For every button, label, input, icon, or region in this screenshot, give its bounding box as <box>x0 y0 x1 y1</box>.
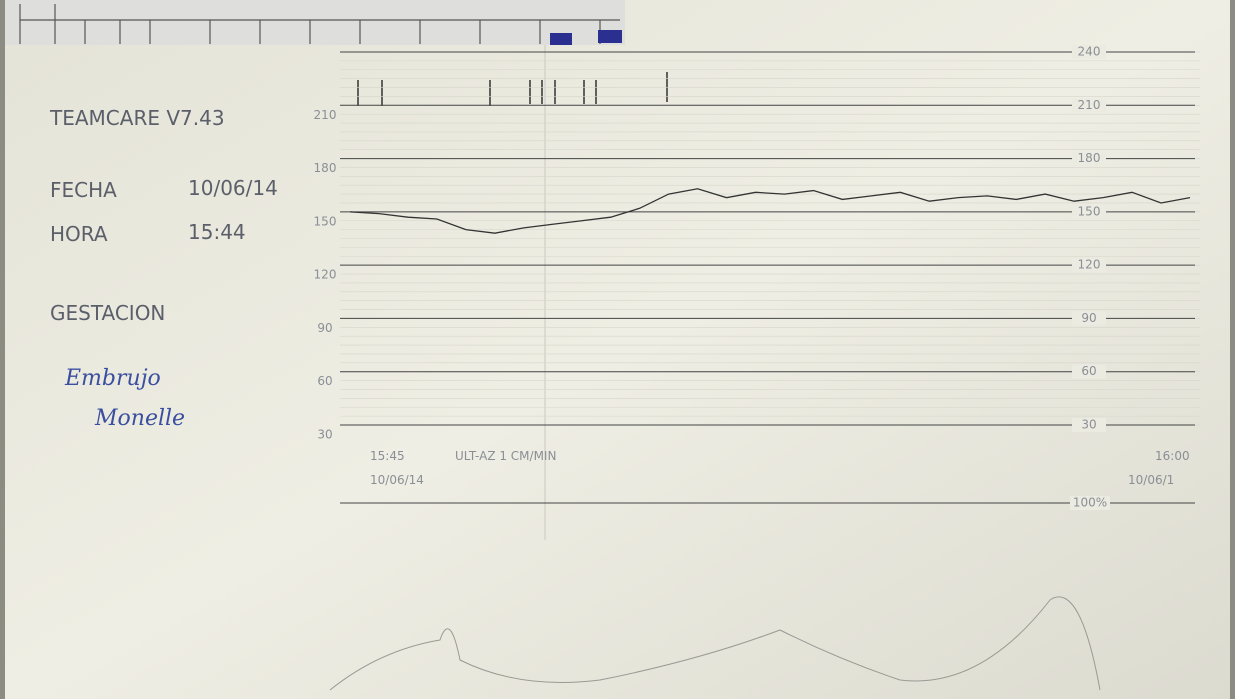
scale-label: 120 <box>314 268 337 282</box>
scale-label: 180 <box>1078 151 1101 165</box>
device: TEAMCARE V7.43 <box>49 106 225 130</box>
start-date: 10/06/14 <box>370 473 424 487</box>
field-value: 10/06/14 <box>188 176 278 200</box>
field-label: HORA <box>50 222 108 246</box>
field-label: FECHA <box>50 178 117 202</box>
marker <box>550 33 572 45</box>
scale-label: 180 <box>314 161 337 175</box>
page: {"header": {"device": "TEAMCARE V7.43"},… <box>0 0 1235 699</box>
scale-label: 240 <box>1078 45 1101 59</box>
scale-label: 60 <box>317 374 332 388</box>
end-date: 10/06/1 <box>1128 473 1174 487</box>
start-time: 15:45 <box>370 449 405 463</box>
scale-label: 90 <box>1081 311 1096 325</box>
scale-label: 90 <box>317 321 332 335</box>
scale-label: 30 <box>1081 418 1096 432</box>
scale-label: 210 <box>1078 98 1101 112</box>
handwriting: Monelle <box>94 406 185 431</box>
handwriting: Embrujo <box>64 366 161 391</box>
scale-label: 210 <box>314 108 337 122</box>
photo: 240 210 180 150 120 90 60 30 210 180 150 120 90 60 30 1… <box>0 0 1235 699</box>
scale-label: 120 <box>1078 258 1101 272</box>
top-strip <box>5 0 625 45</box>
field-value: 15:44 <box>188 220 246 244</box>
scale-label: 150 <box>314 214 337 228</box>
scale-label: 100% <box>1073 496 1107 510</box>
end-time: 16:00 <box>1155 449 1190 463</box>
scale-label: 150 <box>1078 204 1101 218</box>
scale-label: 60 <box>1081 364 1096 378</box>
scale-label: 30 <box>317 428 332 442</box>
gestation-label: GESTACION <box>50 301 165 325</box>
marker <box>598 30 622 43</box>
mode: ULT-AZ 1 CM/MIN <box>455 449 556 463</box>
